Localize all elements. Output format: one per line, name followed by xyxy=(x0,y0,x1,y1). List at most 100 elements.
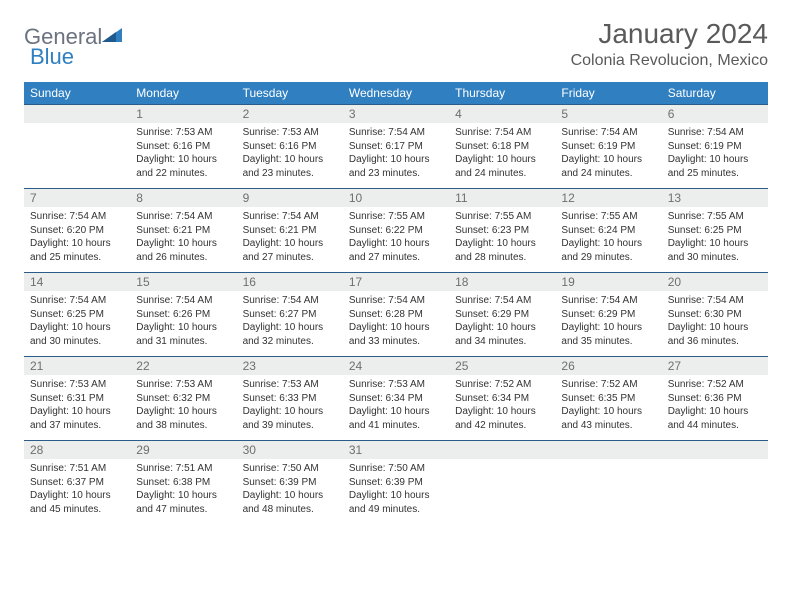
day-label: Friday xyxy=(555,82,661,104)
day-data: Sunrise: 7:53 AMSunset: 6:16 PMDaylight:… xyxy=(237,123,343,188)
sunset-text: Sunset: 6:29 PM xyxy=(561,308,655,322)
logo-text-blue: Blue xyxy=(30,44,74,69)
sunrise-text: Sunrise: 7:53 AM xyxy=(243,126,337,140)
sunrise-text: Sunrise: 7:55 AM xyxy=(455,210,549,224)
daylight-text: Daylight: 10 hours and 33 minutes. xyxy=(349,321,443,348)
sunset-text: Sunset: 6:34 PM xyxy=(349,392,443,406)
day-data: Sunrise: 7:55 AMSunset: 6:22 PMDaylight:… xyxy=(343,207,449,272)
sunrise-text: Sunrise: 7:54 AM xyxy=(561,126,655,140)
day-cell xyxy=(24,104,130,188)
header: General January 2024 Colonia Revolucion,… xyxy=(24,18,768,70)
week-row: 28Sunrise: 7:51 AMSunset: 6:37 PMDayligh… xyxy=(24,440,768,524)
day-cell: 1Sunrise: 7:53 AMSunset: 6:16 PMDaylight… xyxy=(130,104,236,188)
day-number: 12 xyxy=(555,188,661,207)
sunrise-text: Sunrise: 7:54 AM xyxy=(136,294,230,308)
day-data: Sunrise: 7:51 AMSunset: 6:37 PMDaylight:… xyxy=(24,459,130,524)
sunrise-text: Sunrise: 7:54 AM xyxy=(349,294,443,308)
day-number: 24 xyxy=(343,356,449,375)
daylight-text: Daylight: 10 hours and 45 minutes. xyxy=(30,489,124,516)
day-data: Sunrise: 7:54 AMSunset: 6:19 PMDaylight:… xyxy=(662,123,768,188)
day-number: 15 xyxy=(130,272,236,291)
day-cell: 31Sunrise: 7:50 AMSunset: 6:39 PMDayligh… xyxy=(343,440,449,524)
sunset-text: Sunset: 6:20 PM xyxy=(30,224,124,238)
day-cell xyxy=(555,440,661,524)
sunset-text: Sunset: 6:38 PM xyxy=(136,476,230,490)
day-data: Sunrise: 7:52 AMSunset: 6:36 PMDaylight:… xyxy=(662,375,768,440)
daylight-text: Daylight: 10 hours and 26 minutes. xyxy=(136,237,230,264)
month-title: January 2024 xyxy=(571,18,768,50)
day-number: 23 xyxy=(237,356,343,375)
day-number: 18 xyxy=(449,272,555,291)
sunrise-text: Sunrise: 7:54 AM xyxy=(668,294,762,308)
day-number: 29 xyxy=(130,440,236,459)
day-cell: 26Sunrise: 7:52 AMSunset: 6:35 PMDayligh… xyxy=(555,356,661,440)
sunrise-text: Sunrise: 7:53 AM xyxy=(243,378,337,392)
day-cell: 18Sunrise: 7:54 AMSunset: 6:29 PMDayligh… xyxy=(449,272,555,356)
sunset-text: Sunset: 6:21 PM xyxy=(243,224,337,238)
sunset-text: Sunset: 6:33 PM xyxy=(243,392,337,406)
day-cell xyxy=(449,440,555,524)
sunrise-text: Sunrise: 7:54 AM xyxy=(455,126,549,140)
sunrise-text: Sunrise: 7:50 AM xyxy=(349,462,443,476)
day-data: Sunrise: 7:52 AMSunset: 6:34 PMDaylight:… xyxy=(449,375,555,440)
daylight-text: Daylight: 10 hours and 41 minutes. xyxy=(349,405,443,432)
daylight-text: Daylight: 10 hours and 44 minutes. xyxy=(668,405,762,432)
day-number: 2 xyxy=(237,104,343,123)
sunrise-text: Sunrise: 7:55 AM xyxy=(668,210,762,224)
daylight-text: Daylight: 10 hours and 27 minutes. xyxy=(349,237,443,264)
day-number: 10 xyxy=(343,188,449,207)
day-cell: 3Sunrise: 7:54 AMSunset: 6:17 PMDaylight… xyxy=(343,104,449,188)
day-number: 1 xyxy=(130,104,236,123)
week-row: 21Sunrise: 7:53 AMSunset: 6:31 PMDayligh… xyxy=(24,356,768,440)
title-block: January 2024 Colonia Revolucion, Mexico xyxy=(571,18,768,70)
day-cell: 22Sunrise: 7:53 AMSunset: 6:32 PMDayligh… xyxy=(130,356,236,440)
day-cell: 30Sunrise: 7:50 AMSunset: 6:39 PMDayligh… xyxy=(237,440,343,524)
daylight-text: Daylight: 10 hours and 36 minutes. xyxy=(668,321,762,348)
day-number: 25 xyxy=(449,356,555,375)
daylight-text: Daylight: 10 hours and 28 minutes. xyxy=(455,237,549,264)
day-cell: 25Sunrise: 7:52 AMSunset: 6:34 PMDayligh… xyxy=(449,356,555,440)
daylight-text: Daylight: 10 hours and 32 minutes. xyxy=(243,321,337,348)
day-number: 8 xyxy=(130,188,236,207)
day-number: 19 xyxy=(555,272,661,291)
day-data: Sunrise: 7:55 AMSunset: 6:25 PMDaylight:… xyxy=(662,207,768,272)
logo-text-blue-wrap: Blue xyxy=(30,44,74,70)
sunset-text: Sunset: 6:36 PM xyxy=(668,392,762,406)
day-number: 17 xyxy=(343,272,449,291)
daylight-text: Daylight: 10 hours and 42 minutes. xyxy=(455,405,549,432)
day-label: Thursday xyxy=(449,82,555,104)
sunrise-text: Sunrise: 7:54 AM xyxy=(455,294,549,308)
day-data: Sunrise: 7:54 AMSunset: 6:28 PMDaylight:… xyxy=(343,291,449,356)
day-data: Sunrise: 7:51 AMSunset: 6:38 PMDaylight:… xyxy=(130,459,236,524)
daylight-text: Daylight: 10 hours and 24 minutes. xyxy=(455,153,549,180)
day-cell: 19Sunrise: 7:54 AMSunset: 6:29 PMDayligh… xyxy=(555,272,661,356)
day-number: 5 xyxy=(555,104,661,123)
day-number: 30 xyxy=(237,440,343,459)
day-number: 13 xyxy=(662,188,768,207)
day-cell: 21Sunrise: 7:53 AMSunset: 6:31 PMDayligh… xyxy=(24,356,130,440)
day-cell: 24Sunrise: 7:53 AMSunset: 6:34 PMDayligh… xyxy=(343,356,449,440)
day-number: 21 xyxy=(24,356,130,375)
day-number: 27 xyxy=(662,356,768,375)
day-cell: 13Sunrise: 7:55 AMSunset: 6:25 PMDayligh… xyxy=(662,188,768,272)
day-number: 31 xyxy=(343,440,449,459)
day-data: Sunrise: 7:50 AMSunset: 6:39 PMDaylight:… xyxy=(237,459,343,524)
week-row: 1Sunrise: 7:53 AMSunset: 6:16 PMDaylight… xyxy=(24,104,768,188)
sunset-text: Sunset: 6:19 PM xyxy=(561,140,655,154)
day-number xyxy=(555,440,661,459)
week-row: 7Sunrise: 7:54 AMSunset: 6:20 PMDaylight… xyxy=(24,188,768,272)
sunrise-text: Sunrise: 7:53 AM xyxy=(30,378,124,392)
day-cell xyxy=(662,440,768,524)
week-row: 14Sunrise: 7:54 AMSunset: 6:25 PMDayligh… xyxy=(24,272,768,356)
sunset-text: Sunset: 6:30 PM xyxy=(668,308,762,322)
sunset-text: Sunset: 6:28 PM xyxy=(349,308,443,322)
sunrise-text: Sunrise: 7:52 AM xyxy=(561,378,655,392)
day-data xyxy=(24,123,130,181)
day-number: 3 xyxy=(343,104,449,123)
daylight-text: Daylight: 10 hours and 30 minutes. xyxy=(668,237,762,264)
daylight-text: Daylight: 10 hours and 38 minutes. xyxy=(136,405,230,432)
day-number: 22 xyxy=(130,356,236,375)
day-data: Sunrise: 7:53 AMSunset: 6:34 PMDaylight:… xyxy=(343,375,449,440)
sunrise-text: Sunrise: 7:53 AM xyxy=(136,378,230,392)
day-cell: 2Sunrise: 7:53 AMSunset: 6:16 PMDaylight… xyxy=(237,104,343,188)
